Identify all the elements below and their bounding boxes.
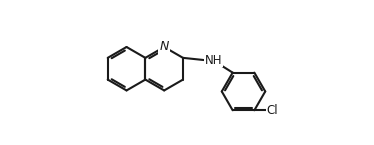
Text: Cl: Cl	[267, 104, 278, 117]
Text: NH: NH	[205, 54, 222, 67]
Text: N: N	[159, 40, 169, 54]
